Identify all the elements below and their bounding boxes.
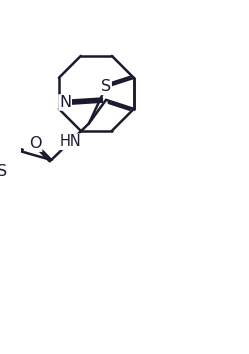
Text: HN: HN bbox=[59, 134, 81, 149]
Text: O: O bbox=[29, 136, 42, 151]
Text: S: S bbox=[101, 79, 111, 95]
Text: S: S bbox=[0, 164, 7, 179]
Text: N: N bbox=[59, 95, 71, 110]
